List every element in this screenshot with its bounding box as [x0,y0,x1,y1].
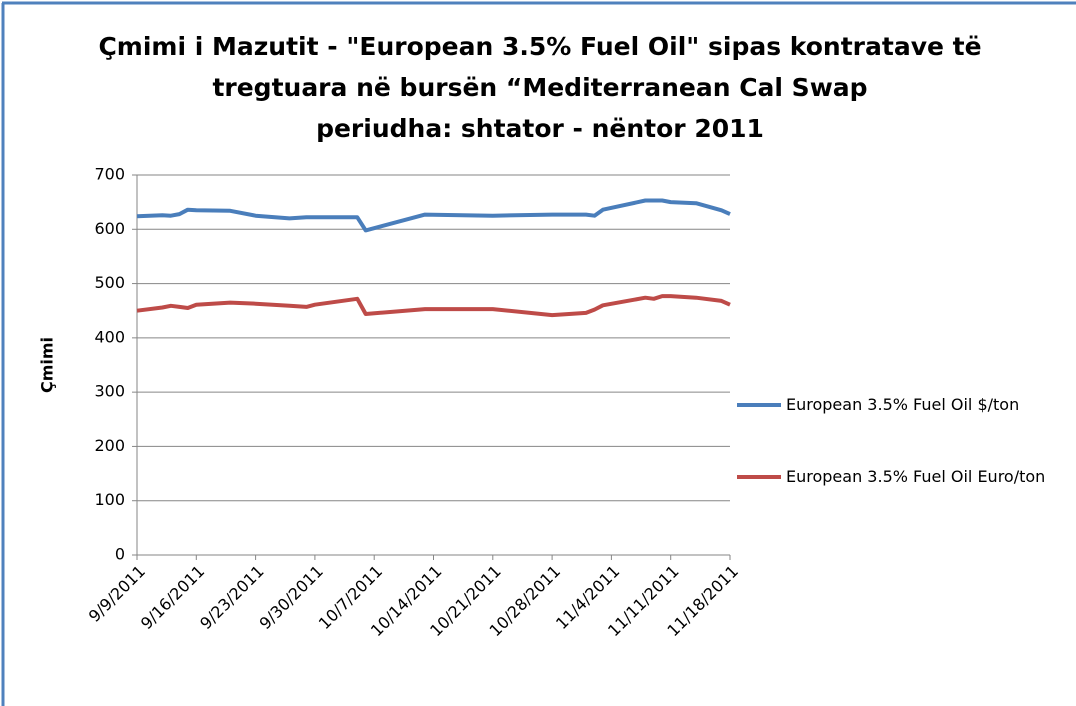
y-tick-label: 500 [94,273,125,292]
series-line [136,294,731,318]
chart-period: periudha: shtator - nëntor 2011 [316,114,764,143]
y-axis-label: Çmimi [38,337,57,393]
y-tick-label: 400 [94,327,125,346]
y-tick-label: 0 [115,545,125,564]
chart-subtitle: tregtuara në bursën “Mediterranean Cal S… [212,73,867,102]
y-tick-label: 100 [94,490,125,509]
series-line [136,198,731,233]
y-tick-label: 200 [94,436,125,455]
legend-entry: European 3.5% Fuel Oil Euro/ton [786,467,1046,486]
legend-entry: European 3.5% Fuel Oil $/ton [786,395,1020,414]
y-tick-label: 300 [94,382,125,401]
legend-label: European 3.5% Fuel Oil $/ton [786,395,1020,414]
y-tick-label: 700 [94,165,125,184]
legend-label: European 3.5% Fuel Oil Euro/ton [786,467,1046,486]
y-tick-label: 600 [94,219,125,238]
chart-title: Çmimi i Mazutit - "European 3.5% Fuel Oi… [98,32,981,61]
